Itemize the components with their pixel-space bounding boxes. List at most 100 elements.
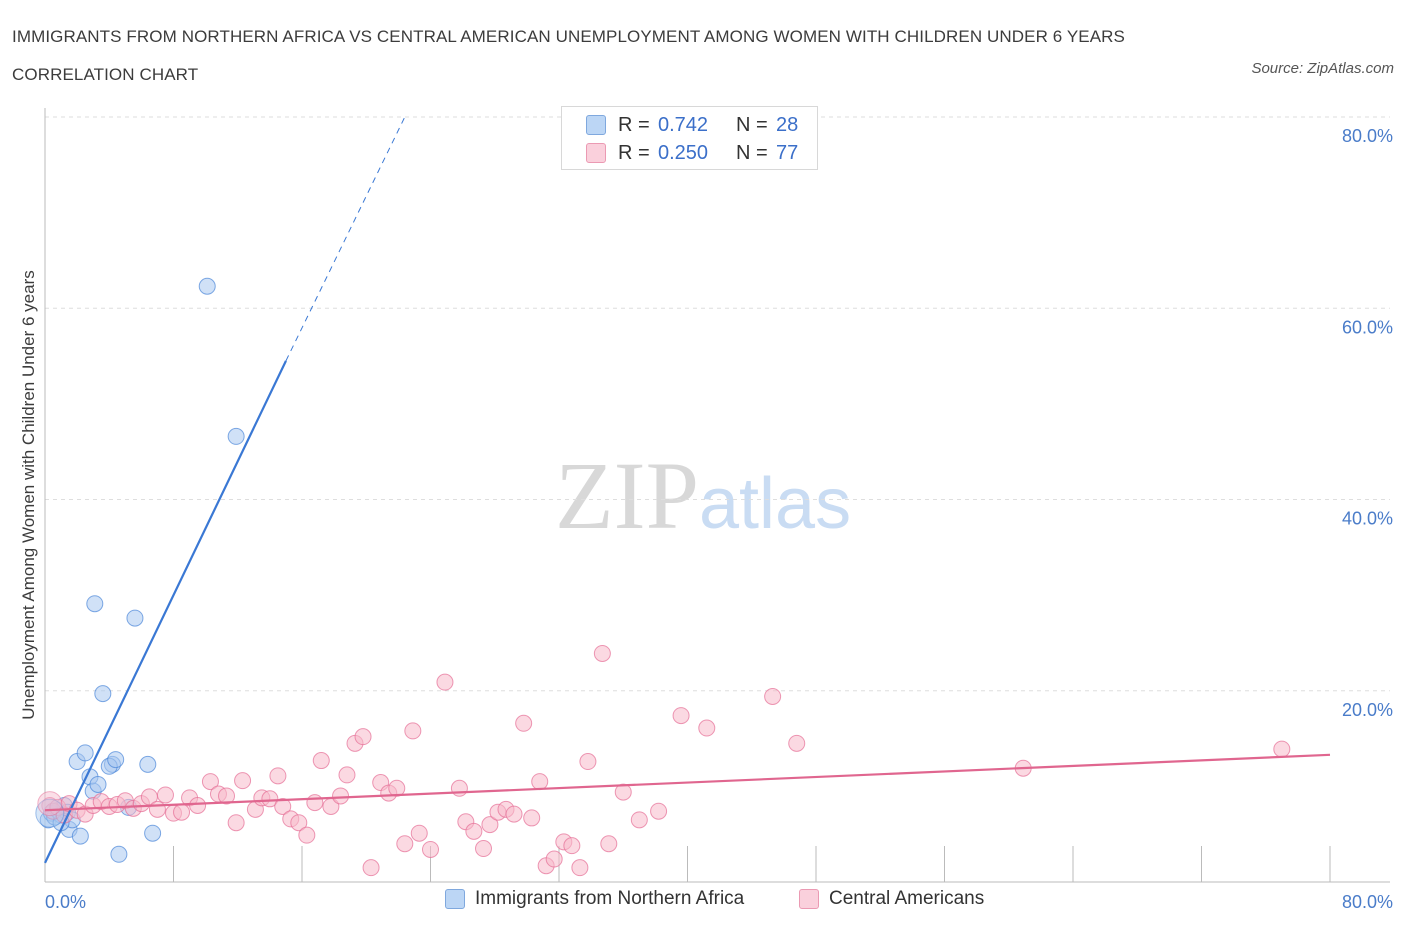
point-central-americans: [515, 714, 533, 732]
point-central-americans: [593, 644, 611, 662]
point-central-americans: [1273, 740, 1291, 758]
legend-item-label: Central Americans: [829, 888, 985, 909]
point-central-americans: [261, 790, 279, 808]
point-central-americans: [436, 673, 454, 691]
y-tick-labels: 20.0% 40.0% 60.0% 80.0%: [1342, 126, 1393, 720]
point-northern-africa: [227, 427, 245, 445]
legend-row-northern-africa: R = 0.742 N = 28: [586, 113, 798, 137]
point-central-americans: [148, 800, 166, 818]
point-central-americans: [481, 816, 499, 834]
point-central-americans: [650, 802, 668, 820]
legend-swatch: [586, 115, 606, 135]
trend-line-northern-africa: [44, 360, 287, 864]
legend-r-label: R =: [618, 113, 650, 136]
point-central-americans: [571, 859, 589, 877]
series-legend: Immigrants from Northern Africa Central …: [0, 888, 1406, 916]
point-central-americans: [156, 786, 174, 804]
trend-line-central-americans: [44, 753, 1331, 812]
legend-n-value: 28: [776, 113, 799, 136]
axes: [44, 108, 1390, 883]
point-central-americans: [404, 722, 422, 740]
point-central-americans: [505, 805, 523, 823]
point-central-americans: [189, 797, 207, 814]
y-axis-label: Unemployment Among Women with Children U…: [19, 270, 38, 719]
legend-swatch: [586, 143, 606, 163]
y-tick-label: 60.0%: [1342, 317, 1393, 337]
point-central-americans: [332, 787, 350, 805]
point-central-americans: [614, 783, 632, 801]
trend-lines: [44, 116, 1331, 864]
legend-n-label: N =: [736, 113, 768, 136]
point-central-americans: [227, 814, 245, 832]
legend-n-label: N =: [736, 141, 768, 164]
point-northern-africa: [107, 751, 125, 769]
point-northern-africa: [198, 277, 216, 295]
legend-item-central-americans[interactable]: Central Americans: [799, 888, 984, 910]
legend-swatch: [445, 889, 465, 909]
point-central-americans: [173, 803, 191, 821]
point-central-americans: [410, 824, 428, 842]
point-central-americans: [298, 826, 316, 844]
point-central-americans: [545, 850, 563, 868]
point-central-americans: [672, 707, 690, 725]
watermark-zip: ZIP: [555, 442, 699, 549]
point-central-americans: [630, 811, 648, 829]
point-central-americans: [563, 837, 581, 855]
grid-lines: [45, 116, 1390, 692]
point-cluster: [37, 791, 63, 817]
point-central-americans: [306, 794, 324, 812]
point-central-americans: [450, 779, 468, 797]
point-central-americans: [764, 687, 782, 705]
point-central-americans: [269, 767, 287, 785]
y-tick-label: 80.0%: [1342, 126, 1393, 146]
chart-title: IMMIGRANTS FROM NORTHERN AFRICA VS CENTR…: [12, 27, 1126, 84]
series-points: [35, 277, 1291, 877]
point-central-americans: [234, 772, 252, 790]
point-central-americans: [338, 766, 356, 784]
y-tick-label: 20.0%: [1342, 700, 1393, 720]
point-northern-africa: [76, 744, 94, 762]
point-northern-africa: [71, 827, 89, 845]
point-central-americans: [201, 773, 219, 791]
point-central-americans: [362, 859, 380, 877]
point-central-americans: [465, 822, 483, 840]
point-northern-africa: [126, 609, 144, 627]
point-central-americans: [218, 787, 236, 805]
x-tick-label: 80.0%: [1342, 892, 1393, 912]
point-central-americans: [475, 840, 493, 858]
point-central-americans: [600, 835, 618, 853]
x-tick-label: 0.0%: [45, 892, 86, 912]
x-ticks: 0.0% 80.0%: [44, 846, 1393, 912]
point-northern-africa: [110, 845, 128, 863]
point-northern-africa: [86, 595, 104, 613]
point-central-americans: [388, 779, 406, 797]
point-central-americans: [312, 752, 330, 770]
point-central-americans: [523, 809, 541, 827]
point-northern-africa: [94, 685, 112, 703]
point-northern-africa: [144, 824, 162, 842]
point-central-americans: [788, 734, 806, 752]
legend-r-value: 0.250: [658, 141, 709, 164]
point-northern-africa: [89, 775, 107, 793]
legend-row-central-americans: R = 0.250 N = 77: [586, 141, 798, 165]
point-central-americans: [531, 773, 549, 791]
point-central-americans: [396, 835, 414, 853]
point-central-americans: [354, 728, 372, 746]
source-label: Source: ZipAtlas.com: [1251, 60, 1394, 77]
point-central-americans: [274, 797, 292, 815]
legend-r-label: R =: [618, 141, 650, 164]
legend-n-value: 77: [776, 141, 799, 164]
legend-item-northern-africa[interactable]: Immigrants from Northern Africa: [445, 888, 744, 910]
watermark-atlas: atlas: [699, 464, 852, 544]
trend-line-northern-africa-extension: [285, 116, 406, 362]
point-central-americans: [698, 719, 716, 737]
point-central-americans: [422, 840, 439, 858]
watermark: ZIPatlas: [555, 440, 851, 551]
y-tick-label: 40.0%: [1342, 509, 1393, 529]
point-central-americans: [290, 814, 308, 832]
legend-r-value: 0.742: [658, 113, 709, 136]
point-cluster: [35, 798, 65, 828]
legend-swatch: [799, 889, 819, 909]
legend-item-label: Immigrants from Northern Africa: [475, 888, 745, 909]
